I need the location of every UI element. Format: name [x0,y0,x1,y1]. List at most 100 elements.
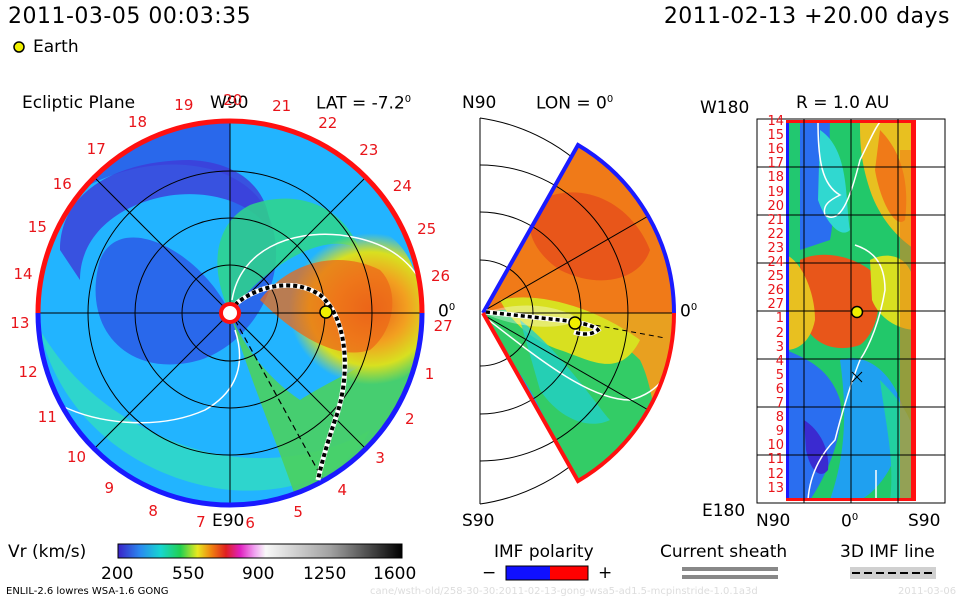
right-y-label: 3 [775,339,784,355]
right-x-label-0: 00 [841,511,859,532]
right-y-label: 5 [775,367,784,383]
right-y-label: 21 [767,212,784,228]
right-y-label: 4 [775,353,784,369]
carrington-label: 15 [27,217,47,236]
carrington-label: 23 [359,141,379,160]
right-y-label: 7 [775,396,784,411]
carrington-label: 24 [392,177,412,196]
carrington-label: 5 [293,502,303,521]
carrington-label: 25 [417,220,437,239]
carrington-label: 14 [13,264,33,283]
imf-line-title: 3D IMF line [840,542,935,562]
wedge-rim-negative [481,142,676,314]
carrington-label: 21 [272,97,292,115]
right-y-label: 16 [767,142,784,158]
right-y-label: 26 [767,283,784,299]
right-y-label: 14 [767,114,784,129]
carrington-label: 2 [404,410,415,429]
run-info: 2011-02-13 +20.00 days [663,4,950,29]
colorbar-tick-550: 550 [172,564,205,584]
carrington-label: 20 [223,91,243,109]
right-y-label: 20 [767,198,784,214]
mid-zero-label: 00 [680,301,698,322]
sun-marker [219,302,241,324]
right-y-label: 23 [767,240,784,256]
disk-rim-positive [35,118,425,314]
current-sheath-title: Current sheath [660,542,788,562]
carrington-label: 26 [430,267,451,286]
carrington-label: 13 [10,314,30,333]
right-y-label: 2 [775,325,784,341]
carrington-label: 7 [196,513,206,532]
right-x-label-n90: N90 [756,511,791,531]
right-y-label: 15 [767,128,784,144]
right-y-label: 1 [775,311,784,327]
right-y-label: 27 [767,297,784,313]
carrington-label: 17 [86,139,106,158]
carrington-label: 12 [18,362,38,381]
disk-rim-negative [35,312,425,508]
carrington-label: 8 [148,501,158,520]
s90-label-mid: S90 [462,511,495,531]
imf-polarity-title: IMF polarity [494,542,594,562]
carrington-label: 27 [433,316,453,335]
carrington-label: 18 [127,112,148,131]
earth-legend-label: Earth [33,37,79,57]
model-footer: ENLIL-2.6 lowres WSA-1.6 GONG [6,586,169,597]
carrington-label: 1 [424,364,435,383]
right-y-label: 8 [775,410,784,426]
right-y-label: 11 [767,452,784,468]
imf-polarity-minus: − [482,563,497,583]
right-y-label: 19 [767,184,784,200]
lat-label: LAT = -7.20 [316,93,412,114]
w90-label: W90 [210,93,249,113]
e90-label: E90 [212,511,245,531]
right-y-label: 22 [767,226,784,242]
right-y-label: 12 [767,466,784,482]
radial-slice-panel [756,118,946,504]
w180-label: W180 [700,98,750,118]
carrington-label: 6 [245,513,255,532]
carrington-label: 11 [37,407,57,426]
right-y-label: 13 [767,480,784,496]
current-sheath-swatch [682,567,778,571]
right-x-label-s90: S90 [908,511,941,531]
right-y-label: 17 [767,156,784,172]
right-y-label: 24 [767,255,784,270]
colorbar-tick-1600: 1600 [373,564,417,584]
carrington-label: 22 [318,114,338,133]
right-y-label: 18 [767,170,784,186]
colorbar-label: Vr (km/s) [8,542,87,562]
earth-legend-marker [13,41,25,53]
right-y-label: 10 [767,438,784,454]
ecliptic-title: Ecliptic Plane [22,93,136,113]
imf-polarity-positive-swatch [550,566,588,580]
e180-label: E180 [702,501,746,521]
colorbar-tick-200: 200 [101,564,134,584]
wedge-rim-positive [481,312,676,484]
right-y-label: 9 [775,424,784,440]
carrington-label: 16 [52,175,72,194]
carrington-label: 4 [337,480,347,499]
watermark-path: cane/wsth-old/258-30-30:2011-02-13-gong-… [370,586,758,597]
right-y-label: 6 [775,381,784,397]
carrington-label: 9 [104,479,115,498]
ecliptic-plane-panel [35,118,425,508]
imf-polarity-plus: + [598,563,613,583]
r-label: R = 1.0 AU [796,93,890,113]
earth-marker-mid [568,316,582,330]
timestamp: 2011-03-05 00:03:35 [8,4,252,29]
carrington-label: 3 [375,449,385,468]
carrington-label: 19 [174,96,194,115]
watermark-date: 2011-03-06 [898,586,957,597]
colorbar-tick-900: 900 [242,564,275,584]
imf-line-left [233,283,347,481]
earth-marker-right [850,305,864,319]
earth-marker-left [319,305,333,319]
imf-polarity-negative-swatch [506,566,550,580]
n90-label: N90 [462,93,497,113]
meridional-plane-panel [479,117,676,505]
carrington-label: 10 [66,447,87,466]
colorbar [117,543,403,559]
